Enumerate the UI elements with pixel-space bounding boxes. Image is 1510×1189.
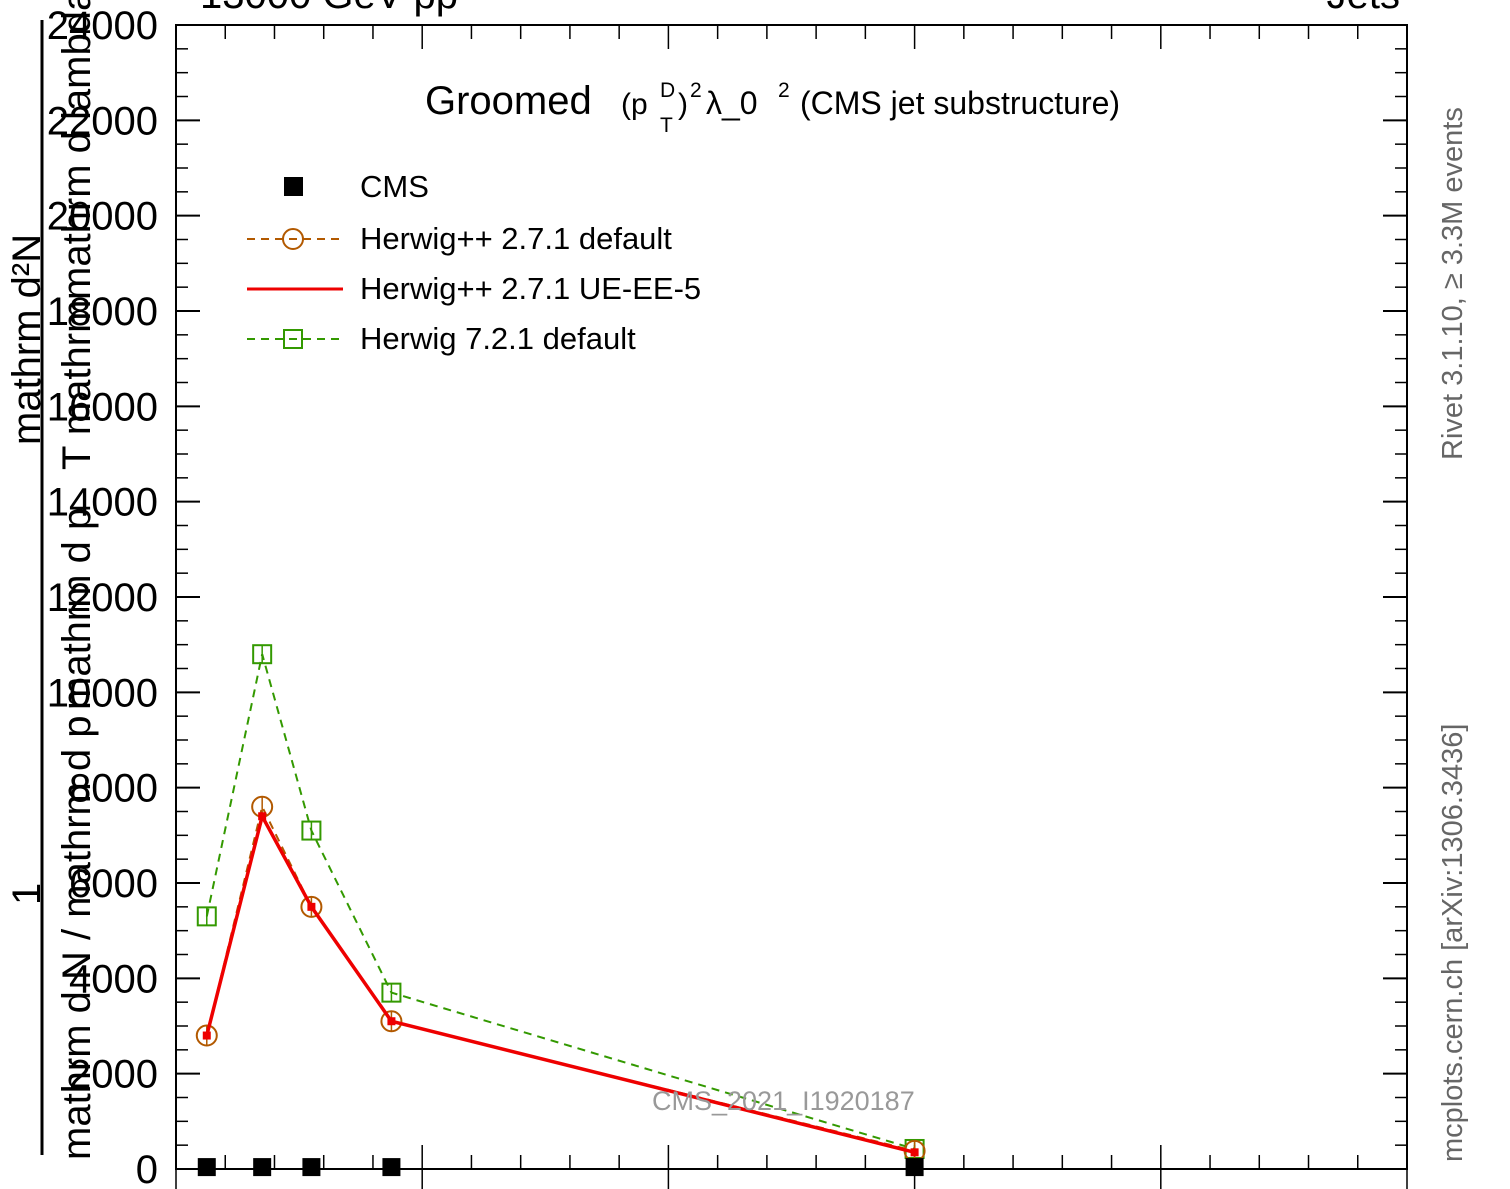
series-line-3: [205, 653, 915, 1150]
legend: CMS Herwig++ 2.7.1 default Herwig++ 2.7.…: [247, 169, 701, 356]
process-label: Jets: [1327, 0, 1400, 17]
axis-ticks: [175, 24, 1408, 1189]
title-math-base: (p: [621, 88, 648, 121]
y-tick-label: 2000: [69, 1053, 158, 1097]
legend-marker-herwigpp-default: [282, 228, 304, 250]
y-tick-label: 0: [136, 1148, 158, 1189]
series-point-herwigpp-ueee5: [307, 902, 316, 911]
legend-label-cms: CMS: [360, 169, 429, 204]
y-tick-label: 14000: [47, 481, 158, 525]
legend-label-herwig7-default: Herwig 7.2.1 default: [360, 321, 636, 356]
series-point-cms: [253, 1158, 272, 1177]
y-axis-label: 1 mathrm d²N mathrm d N / mathrm d p mat…: [5, 0, 99, 1160]
title-math-sup: D: [660, 79, 675, 102]
y-tick-label: 22000: [47, 99, 158, 143]
y-tick-label: 6000: [69, 862, 158, 906]
title-math-sub: T: [660, 114, 673, 137]
y-tick-label: 24000: [47, 4, 158, 48]
ylabel-denominator-1: mathrm d N / mathrm d p: [55, 715, 99, 1160]
chart-title: Groomed (p D T ) 2 λ_0 2 (CMS jet substr…: [425, 79, 1120, 137]
title-lambda-pow: 2: [778, 79, 790, 102]
y-tick-label: 18000: [47, 290, 158, 334]
y-tick-label: 10000: [47, 671, 158, 715]
y-tick-label: 8000: [69, 767, 158, 811]
title-math-pow: 2: [690, 79, 702, 102]
analysis-watermark: CMS_2021_I1920187: [652, 1086, 915, 1116]
ylabel-numerator-1: 1: [5, 883, 49, 905]
series-point-cms: [197, 1158, 216, 1177]
ylabel-denominator-2: mathrm d p: [55, 508, 99, 710]
y-tick-label: 20000: [47, 195, 158, 239]
title-lambda: λ_0: [706, 85, 758, 121]
legend-label-herwigpp-default: Herwig++ 2.7.1 default: [360, 221, 672, 256]
mcplots-label: mcplots.cern.ch [arXiv:1306.3436]: [1437, 724, 1469, 1162]
legend-marker-cms: [284, 177, 303, 196]
title-prefix: Groomed: [425, 79, 592, 123]
y-tick-label: 12000: [47, 576, 158, 620]
series-point-herwigpp-ueee5: [387, 1017, 396, 1026]
ylabel-denominator-3: T mathrm: [55, 300, 99, 470]
series-point-cms: [905, 1158, 924, 1177]
series-point-herwigpp-ueee5: [258, 812, 267, 821]
y-tick-label: 4000: [69, 957, 158, 1001]
title-math-close: ): [678, 88, 688, 121]
rivet-version-label: Rivet 3.1.10, ≥ 3.3M events: [1437, 107, 1469, 460]
series-layer: [195, 644, 926, 1177]
y-tick-label: 16000: [47, 385, 158, 429]
ylabel-denominator-4: mathrm d lambda: [55, 0, 99, 300]
series-point-herwigpp-ueee5: [910, 1148, 919, 1157]
series-point-cms: [302, 1158, 321, 1177]
title-suffix: (CMS jet substructure): [800, 85, 1120, 121]
legend-marker-herwig7-default: [283, 329, 303, 349]
series-point-herwigpp-ueee5: [202, 1031, 211, 1040]
y-tick-labels: 0 2000 4000 6000 8000 10000 12000 14000 16000 180…: [47, 4, 158, 1189]
legend-label-herwigpp-ueee5: Herwig++ 2.7.1 UE-EE-5: [360, 271, 701, 306]
series-point-cms: [382, 1158, 401, 1177]
energy-label: 13000 GeV pp: [200, 0, 458, 17]
